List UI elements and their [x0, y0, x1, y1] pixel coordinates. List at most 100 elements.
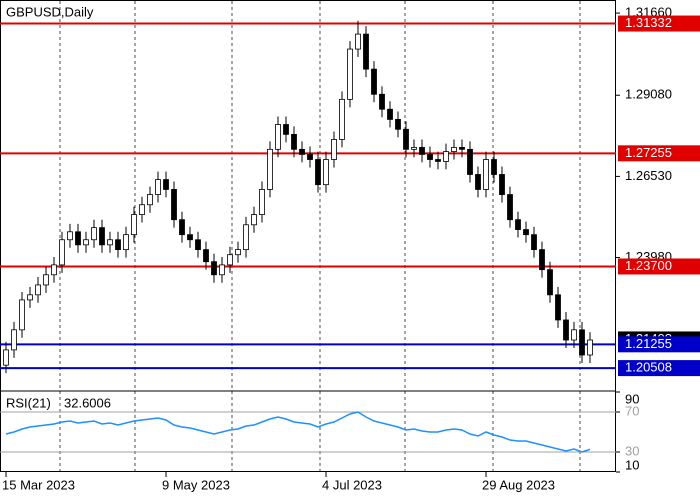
candle-body [419, 147, 425, 155]
candle-body [587, 339, 593, 356]
candle-body [187, 234, 193, 241]
candle-body [459, 147, 465, 150]
candle-body [139, 204, 145, 215]
x-tick-label: 4 Jul 2023 [322, 477, 382, 492]
candle-body [411, 147, 417, 150]
candle-body [235, 249, 241, 256]
x-tick-label: 15 Mar 2023 [2, 477, 75, 492]
candle-body [267, 148, 273, 190]
level-box [618, 336, 700, 353]
candle-body [475, 174, 481, 190]
x-tick-label: 29 Aug 2023 [482, 477, 555, 492]
candle-body [83, 239, 89, 246]
candle-body [331, 139, 337, 160]
candle-body [531, 234, 537, 251]
candle-body [227, 254, 233, 266]
candle-body [307, 154, 313, 160]
candle-body [11, 329, 17, 351]
level-label: 1.27255 [625, 145, 672, 160]
level-label: 1.21255 [625, 336, 672, 351]
plot-frame [0, 0, 616, 472]
candle-body [491, 159, 497, 175]
candle-body [435, 159, 441, 162]
candle-body [395, 119, 401, 130]
candle-body [451, 147, 457, 152]
candle-body [355, 33, 361, 50]
candle-body [163, 179, 169, 190]
candle-body [51, 264, 57, 276]
candle-body [571, 329, 577, 341]
candle-body [91, 227, 97, 241]
candle-body [547, 269, 553, 296]
candle-body [283, 124, 289, 135]
candle-body [67, 231, 73, 241]
candle-body [507, 194, 513, 221]
level-box [618, 258, 700, 275]
candle-body [99, 227, 105, 246]
rsi-tick-label: 90 [625, 391, 639, 406]
x-tick-label: 9 May 2023 [162, 477, 230, 492]
candle-body [131, 214, 137, 236]
candle-body [219, 264, 225, 276]
candle-body [427, 154, 433, 160]
candle-body [467, 148, 473, 175]
candle-body [515, 219, 521, 230]
candle-body [499, 174, 505, 195]
candle-body [3, 349, 9, 366]
level-box [618, 360, 700, 377]
y-tick-label: 1.26530 [625, 168, 672, 183]
candle-body [75, 231, 81, 246]
level-label: 1.23700 [625, 258, 672, 273]
level-box [618, 145, 700, 162]
candle-body [563, 319, 569, 341]
rsi-tick-label: 30 [625, 443, 639, 458]
candle-body [259, 189, 265, 215]
candle-body [123, 234, 129, 251]
level-label: 1.31332 [625, 15, 672, 30]
chart-title: GBPUSD,Daily [6, 4, 94, 19]
candle-body [115, 239, 121, 251]
candle-body [19, 299, 25, 331]
rsi-line [5, 411, 591, 453]
candle-body [483, 159, 489, 190]
candle-body [275, 124, 281, 150]
candle-body [371, 68, 377, 95]
candle-body [243, 224, 249, 251]
candle-body [347, 48, 353, 100]
rsi-value: 32.6006 [64, 395, 111, 410]
candle-body [59, 239, 65, 266]
y-tick-label: 1.29080 [625, 87, 672, 102]
candle-body [315, 159, 321, 186]
candle-body [203, 249, 209, 263]
candle-body [27, 294, 33, 301]
vertical-grid [59, 1, 581, 471]
candle-body [339, 98, 345, 140]
rsi-tick-label: 10 [625, 457, 639, 472]
candle-body [171, 189, 177, 221]
candle-body [43, 274, 49, 286]
candle-body [379, 93, 385, 110]
candle-body [291, 133, 297, 150]
candle-body [155, 179, 161, 195]
candle-body [523, 229, 529, 236]
level-label: 1.20508 [625, 360, 672, 375]
candle-body [443, 151, 449, 162]
candle-body [403, 128, 409, 150]
candle-body [179, 219, 185, 236]
candle-body [323, 159, 329, 186]
candle-body [211, 261, 217, 276]
candle-body [363, 33, 369, 70]
candle-body [251, 214, 257, 226]
candle-body [35, 284, 41, 296]
level-box [618, 15, 700, 32]
candle-body [195, 239, 201, 251]
candle-body [579, 329, 585, 356]
rsi-name: RSI(21) [6, 395, 51, 410]
candle-body [555, 294, 561, 321]
candle-body [299, 148, 305, 155]
candle-body [387, 108, 393, 120]
candle-body [539, 249, 545, 271]
rsi-tick-label: 70 [625, 403, 639, 418]
